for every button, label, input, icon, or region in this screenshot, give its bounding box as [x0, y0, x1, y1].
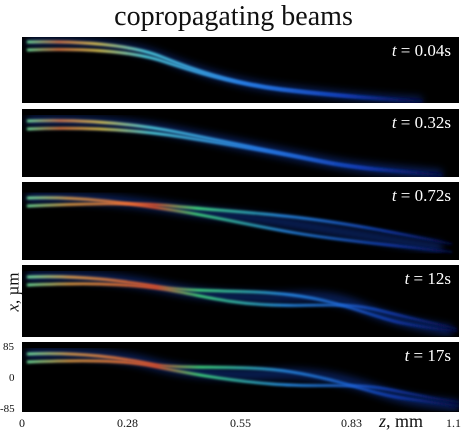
time-label-3: t = 0.72s	[391, 186, 451, 205]
figure-title: copropagating beams	[114, 1, 353, 32]
beam-plot-4	[26, 271, 458, 336]
z-axis-label: z, mm	[379, 411, 424, 431]
z-tick-1: 0.28	[117, 416, 138, 430]
y-tick-zero: 0	[9, 372, 15, 384]
z-tick-2: 0.55	[230, 416, 251, 430]
panel-5: t = 17s	[22, 342, 459, 412]
time-label-4: t = 12s	[404, 269, 451, 288]
y-tick-top: 85	[3, 341, 14, 353]
y-axis-label: x, µm	[3, 272, 23, 312]
time-label-5: t = 17s	[404, 346, 451, 365]
panel-1: t = 0.04s	[22, 37, 459, 103]
y-tick-bottom: -85	[0, 403, 15, 415]
panel-3: t = 0.72s	[22, 182, 459, 260]
beam-plot-2	[26, 115, 443, 177]
panel-4: t = 12s	[22, 265, 459, 337]
z-tick-4: 1.1	[446, 416, 461, 430]
beam-plot-1	[26, 37, 423, 103]
time-label-1: t = 0.04s	[391, 41, 451, 60]
beam-plot-5	[26, 348, 459, 411]
z-tick-3: 0.83	[341, 416, 362, 430]
time-label-2: t = 0.32s	[391, 113, 451, 132]
z-tick-0: 0	[19, 416, 25, 430]
panel-2: t = 0.32s	[22, 109, 459, 177]
beam-plot-3	[26, 192, 453, 254]
